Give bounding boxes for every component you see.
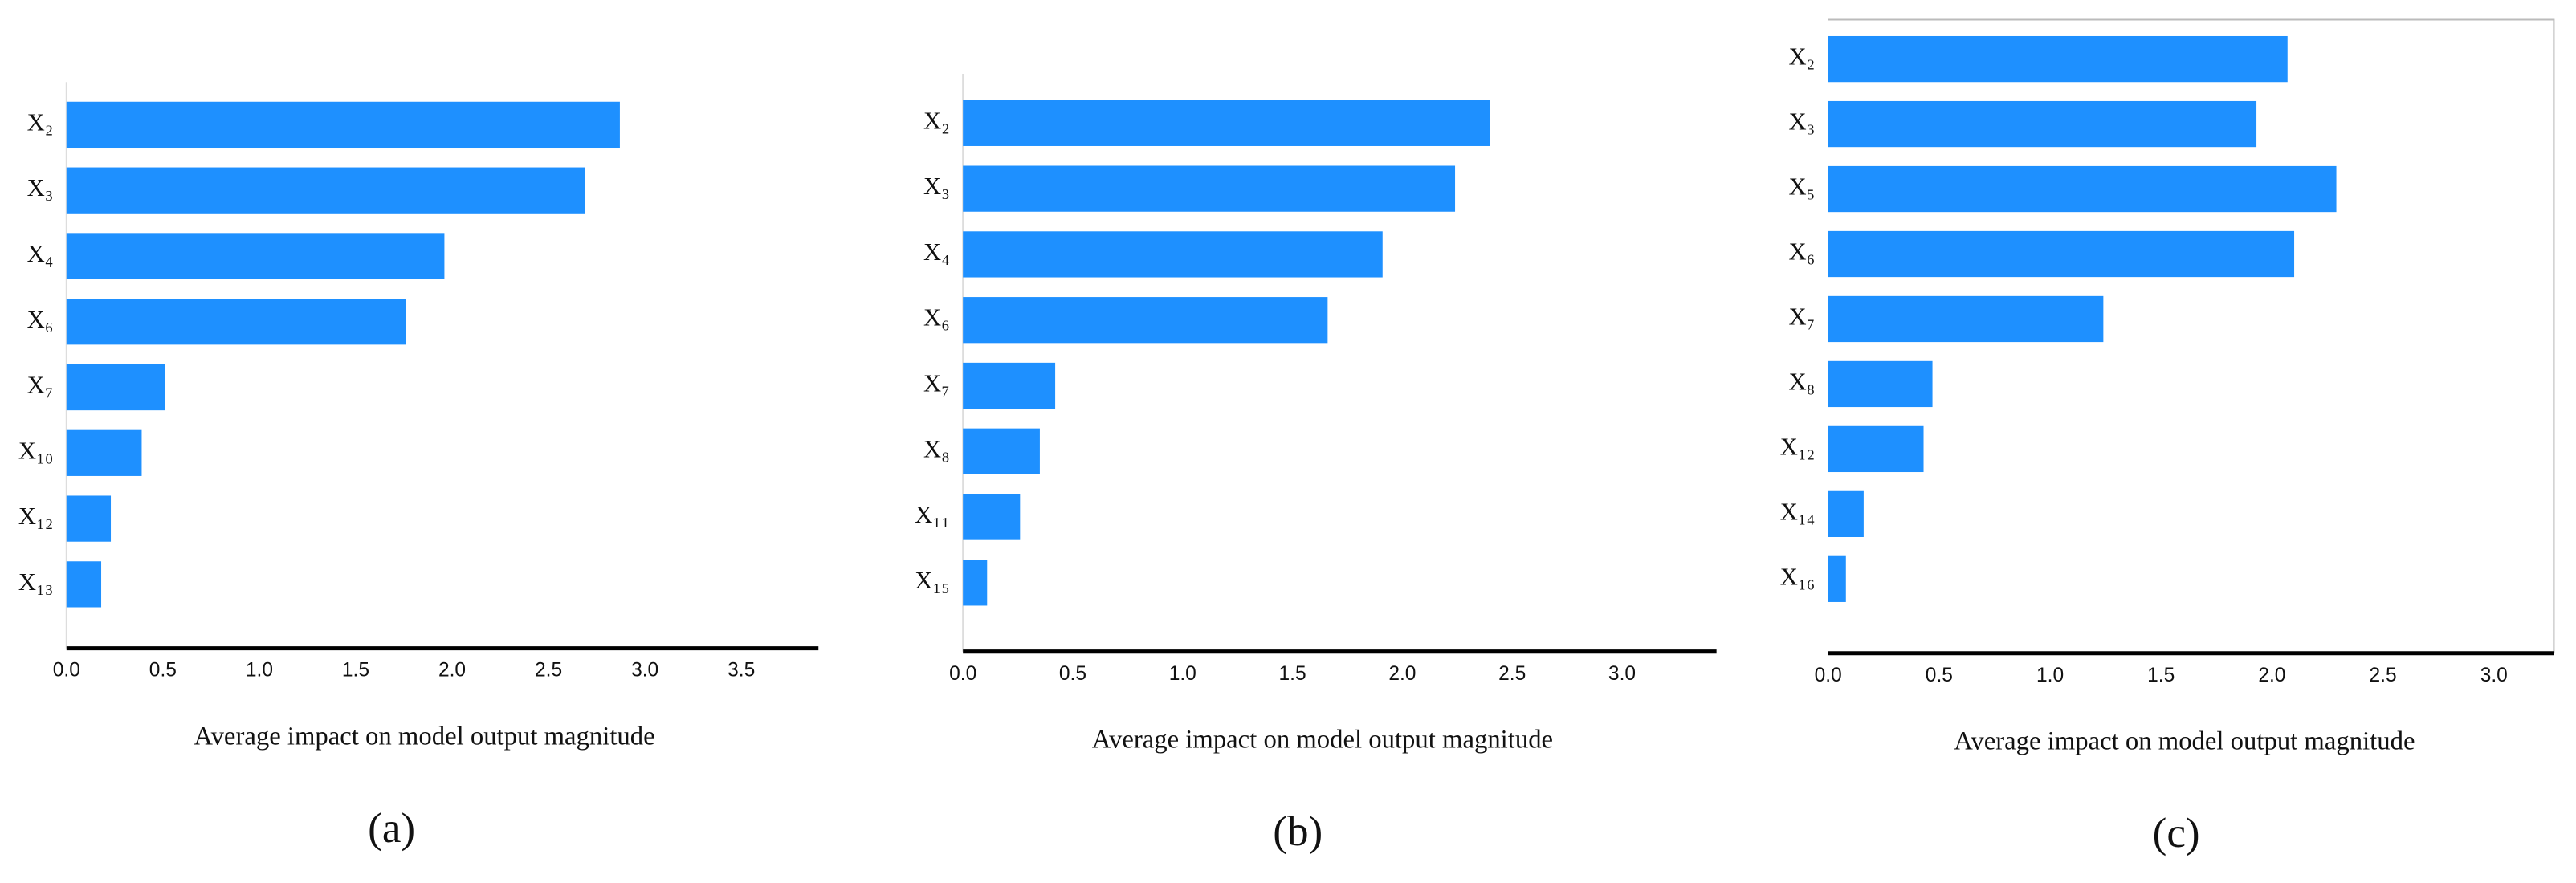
- x-tick-label: 2.0: [438, 660, 466, 682]
- y-tick-label: X₁₂: [18, 503, 54, 530]
- panel-label: (c): [2153, 810, 2200, 857]
- x-tick-label: 2.0: [1388, 663, 1416, 685]
- y-tick-label: X₂: [27, 108, 54, 136]
- bar: [963, 560, 988, 606]
- x-tick-label: 1.5: [1279, 663, 1306, 685]
- y-tick-label: X₄: [27, 240, 54, 267]
- bar: [1828, 165, 2337, 213]
- x-tick-label: 1.5: [342, 660, 369, 682]
- y-tick-label: X₁₃: [18, 568, 54, 596]
- x-tick-label: 0.5: [1926, 665, 1953, 686]
- y-tick-label: X₂: [923, 107, 950, 134]
- y-tick-label: X₁₀: [18, 437, 54, 464]
- y-tick-label: X₃: [1788, 108, 1815, 136]
- bar: [66, 299, 406, 345]
- x-tick-label: 1.0: [2036, 665, 2064, 686]
- x-tick-label: 2.5: [1498, 663, 1526, 685]
- bar: [963, 494, 1021, 540]
- y-tick-label: X₈: [1788, 368, 1815, 395]
- bar: [1828, 425, 1924, 473]
- y-tick-label: X₇: [27, 372, 54, 399]
- x-tick-label: 2.5: [2370, 665, 2397, 686]
- x-axis-label: Average impact on model output magnitude: [1092, 726, 1553, 755]
- bar: [1828, 230, 2295, 278]
- x-tick-label: 3.0: [1608, 663, 1636, 685]
- y-tick-label: X₆: [923, 304, 950, 332]
- bar: [66, 364, 165, 411]
- panel-label: (a): [368, 805, 415, 852]
- x-tick-label: 2.0: [2258, 665, 2285, 686]
- y-tick-label: X₁₄: [1780, 498, 1816, 525]
- x-tick-label: 3.0: [2480, 665, 2508, 686]
- bar: [1828, 360, 1933, 408]
- y-tick-label: X₄: [923, 238, 950, 266]
- bar: [66, 167, 585, 214]
- bar: [1828, 555, 1846, 602]
- x-tick-label: 1.0: [246, 660, 273, 682]
- y-tick-label: X₁₁: [915, 501, 950, 528]
- y-tick-label: X₆: [1788, 238, 1815, 266]
- bar: [1828, 100, 2257, 148]
- frame: [1828, 18, 2555, 653]
- y-tick-label: X₃: [27, 174, 54, 201]
- x-tick-label: 3.0: [631, 660, 658, 682]
- y-tick-label: X₅: [1788, 173, 1815, 201]
- bar: [1828, 295, 2104, 343]
- x-axis-label: Average impact on model output magnitude: [194, 722, 654, 751]
- y-tick-label: X₇: [1788, 303, 1815, 331]
- bar: [66, 495, 112, 542]
- bar: [66, 101, 620, 149]
- y-tick-label: X₆: [27, 306, 54, 333]
- x-tick-label: 0.0: [949, 663, 976, 685]
- bar: [1828, 35, 2288, 83]
- bar: [963, 362, 1056, 409]
- panel-label: (b): [1273, 808, 1323, 855]
- x-axis-label: Average impact on model output magnitude: [1954, 727, 2415, 756]
- bar: [66, 429, 142, 476]
- x-tick-label: 1.0: [1169, 663, 1196, 685]
- x-tick-label: 0.5: [1059, 663, 1086, 685]
- y-tick-label: X₁₂: [1780, 433, 1816, 460]
- y-tick-label: X₁₆: [1780, 563, 1816, 590]
- bar: [963, 231, 1383, 278]
- x-tick-label: 2.5: [535, 660, 562, 682]
- y-tick-label: X₇: [923, 370, 950, 397]
- x-tick-label: 0.5: [149, 660, 177, 682]
- bar: [963, 428, 1040, 474]
- x-tick-label: 0.0: [53, 660, 80, 682]
- bar: [66, 561, 102, 608]
- y-tick-label: X₂: [1788, 43, 1815, 71]
- x-tick-label: 3.5: [728, 660, 755, 682]
- x-tick-label: 1.5: [2147, 665, 2175, 686]
- bar: [66, 233, 445, 279]
- bar: [963, 165, 1456, 212]
- bar: [1828, 490, 1864, 537]
- bar: [963, 297, 1328, 344]
- bar: [963, 100, 1490, 146]
- y-tick-label: X₁₅: [915, 567, 950, 594]
- x-tick-label: 0.0: [1815, 665, 1842, 686]
- y-tick-label: X₃: [923, 173, 950, 200]
- y-tick-label: X₈: [923, 435, 950, 462]
